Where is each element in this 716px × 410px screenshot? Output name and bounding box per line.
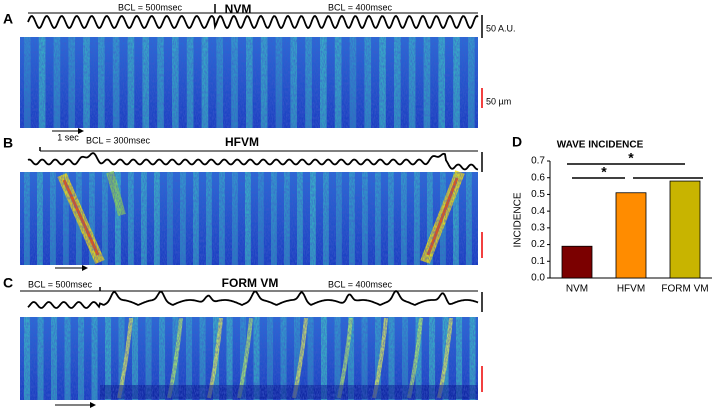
y-tick-label: 0.3 (531, 222, 545, 233)
bcl-label: BCL = 500msec (118, 2, 182, 12)
image-noise (20, 172, 478, 265)
arrow-head (78, 128, 84, 134)
line-scan-image (20, 317, 478, 400)
bar (669, 180, 701, 279)
bcl-label: BCL = 400msec (328, 2, 392, 12)
y-tick-label: 0.0 (531, 273, 545, 284)
line-scan-image (20, 37, 478, 128)
panel-letter: C (3, 275, 13, 291)
panel-letter: B (3, 135, 13, 151)
chart-title: WAVE INCIDENCE (557, 140, 644, 151)
panel-title: FORM VM (222, 276, 279, 290)
y-tick-label: 0.2 (531, 239, 545, 250)
significance-marker: * (628, 150, 634, 166)
bcl-label: BCL = 500msec (28, 279, 92, 289)
arrow-head (82, 265, 88, 271)
fluorescence-trace (27, 152, 479, 171)
bar (615, 192, 647, 279)
bar (561, 245, 593, 279)
bcl-label: BCL = 300msec (86, 135, 150, 145)
y-tick-label: 0.4 (531, 206, 545, 217)
line-scan-image (20, 170, 478, 265)
x-tick-label: NVM (566, 284, 588, 295)
image-noise (20, 317, 478, 400)
panel-title: HFVM (225, 135, 259, 149)
fluorescence-trace (27, 289, 479, 309)
panel-title: NVM (225, 2, 252, 16)
y-axis-label: INCIDENCE (513, 192, 524, 247)
fluorescence-trace (27, 14, 479, 30)
bcl-label: BCL = 400msec (328, 279, 392, 289)
panel-letter: A (3, 11, 13, 27)
y-tick-label: 0.7 (531, 156, 545, 167)
significance-marker: * (601, 164, 607, 180)
length-scale: 50 µm (486, 96, 511, 106)
time-scale: 1 sec (57, 132, 79, 142)
y-tick-label: 0.6 (531, 172, 545, 183)
x-tick-label: HFVM (617, 284, 645, 295)
y-tick-label: 0.5 (531, 189, 545, 200)
y-tick-label: 0.1 (531, 256, 545, 267)
panel-letter: D (512, 134, 522, 150)
x-tick-label: FORM VM (661, 284, 708, 295)
arrow-head (90, 402, 96, 408)
amplitude-scale: 50 A.U. (486, 23, 516, 33)
image-noise (20, 37, 478, 128)
